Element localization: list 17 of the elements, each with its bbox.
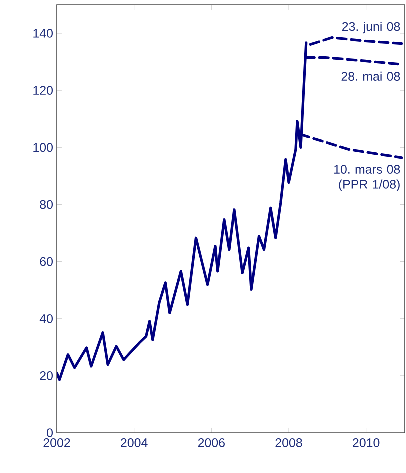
x-tick-label: 2006 — [198, 438, 225, 448]
series-label: 10. mars 08 (PPR 1/08) — [334, 165, 400, 192]
series-label: 28. mai 08 — [342, 72, 400, 81]
y-tick-label: 60 — [40, 257, 53, 266]
y-tick-label: 120 — [34, 86, 53, 95]
y-tick-label: 80 — [40, 200, 53, 210]
y-tick-label: 20 — [40, 372, 53, 380]
y-tick-label: 0 — [47, 428, 53, 438]
y-tick-label: 40 — [40, 314, 53, 324]
x-tick-label: 2002 — [44, 438, 70, 448]
series-label: 23. juni 08 — [342, 22, 400, 34]
line-series — [309, 36, 404, 46]
x-tick-label: 2004 — [121, 438, 148, 448]
y-tick-label: 140 — [34, 29, 53, 38]
x-tick-label: 2010 — [353, 438, 380, 448]
y-tick-label: 100 — [34, 143, 53, 152]
x-tick-label: 2008 — [276, 438, 302, 448]
